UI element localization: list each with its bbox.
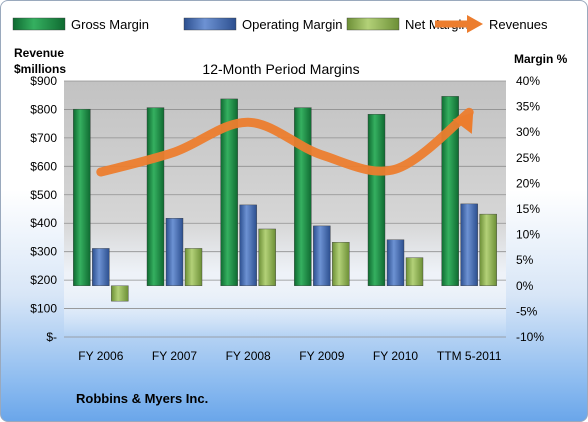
bar-net-margin	[258, 228, 276, 287]
legend-swatch	[183, 17, 237, 31]
legend-arrow-icon	[467, 15, 483, 33]
left-tick-label: $900	[30, 74, 57, 88]
legend-swatch	[12, 17, 66, 31]
bar-net-margin	[479, 213, 497, 286]
bar-gross-margin	[220, 98, 238, 287]
left-tick-label: $400	[30, 216, 57, 230]
right-tick-label: 20%	[516, 176, 540, 190]
bar-gross-margin	[441, 96, 459, 287]
x-tick-label: FY 2009	[299, 349, 344, 363]
left-axis-ticks: $- $100 $200 $300 $400 $500 $600 $700 $800 $900	[30, 74, 57, 344]
x-tick-label: FY 2008	[226, 349, 271, 363]
left-tick-label: $-	[46, 330, 57, 344]
bar-operating-margin	[460, 203, 478, 287]
right-tick-label: 0%	[516, 279, 534, 293]
revenue-line-arrowhead	[452, 112, 474, 134]
x-tick-label: TTM 5-2011	[437, 349, 502, 363]
right-axis-ticks: -10% -5% 0% 5% 10% 15% 20% 25% 30% 35% 40%	[516, 74, 544, 344]
left-tick-label: $100	[30, 302, 57, 316]
bar-net-margin	[332, 242, 350, 286]
left-axis-title-line1: Revenue	[14, 46, 64, 60]
right-tick-label: 15%	[516, 202, 540, 216]
right-axis-title: Margin %	[514, 52, 568, 66]
bar-net-margin	[184, 248, 203, 286]
plot-area	[64, 81, 506, 337]
bar-operating-margin	[165, 218, 184, 287]
right-tick-label: 40%	[516, 74, 540, 88]
left-tick-label: $200	[30, 273, 57, 287]
revenue-line	[96, 107, 474, 177]
legend-label: Gross Margin	[71, 17, 149, 32]
right-tick-label: -5%	[516, 304, 538, 318]
legend-swatch	[346, 17, 400, 31]
left-tick-label: $700	[30, 131, 57, 145]
bar-operating-margin	[313, 225, 331, 286]
bar-operating-margin	[239, 204, 257, 287]
x-tick-label: FY 2007	[152, 349, 197, 363]
right-tick-label: -10%	[516, 330, 544, 344]
right-tick-label: 30%	[516, 125, 540, 139]
bar-gross-margin	[367, 114, 386, 287]
right-tick-label: 25%	[516, 151, 540, 165]
bar-gross-margin	[146, 107, 165, 286]
x-tick-label: FY 2006	[78, 349, 123, 363]
chart-title: 12-Month Period Margins	[202, 61, 359, 77]
left-tick-label: $800	[30, 102, 57, 116]
revenue-line-group	[96, 107, 474, 177]
right-tick-label: 35%	[516, 100, 540, 114]
bar-net-margin	[111, 285, 129, 302]
x-axis-ticks: FY 2006 FY 2007 FY 2008 FY 2009 FY 2010 TTM 5…	[78, 349, 501, 363]
bar-operating-margin	[386, 239, 405, 287]
bar-gross-margin	[294, 107, 312, 286]
left-tick-label: $500	[30, 188, 57, 202]
bar-operating-margin	[92, 248, 110, 286]
left-tick-label: $600	[30, 159, 57, 173]
left-axis-title-line2: $millions	[14, 62, 66, 76]
bar-gross-margin	[73, 108, 91, 287]
bar-net-margin	[405, 257, 424, 287]
right-tick-label: 5%	[516, 253, 534, 267]
left-tick-label: $300	[30, 245, 57, 259]
legend-label: Operating Margin	[242, 17, 342, 32]
legend-label: Revenues	[489, 17, 548, 32]
right-tick-label: 10%	[516, 228, 540, 242]
company-name: Robbins & Myers Inc.	[76, 391, 208, 406]
x-tick-label: FY 2010	[373, 349, 418, 363]
